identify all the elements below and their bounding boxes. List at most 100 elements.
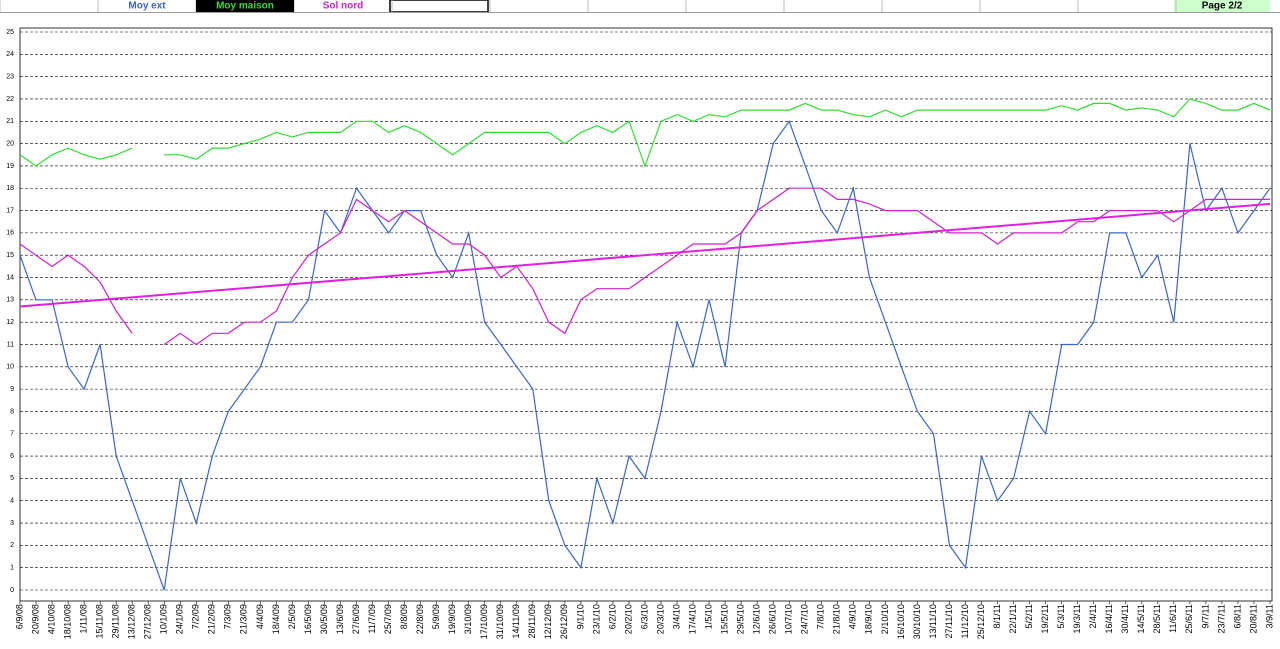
y-tick-label: 21 <box>6 118 14 125</box>
y-tick-label: 17 <box>6 207 14 214</box>
x-tick-label: 14/11/09 <box>511 604 521 638</box>
x-tick-label: 30/4/11 <box>1120 604 1130 633</box>
x-tick-label: 11/6/11 <box>1168 604 1178 633</box>
x-tick-label: 27/11/10 <box>944 604 954 638</box>
legend-label: Moy maison <box>216 1 274 12</box>
x-tick-label: 27/6/09 <box>351 604 361 634</box>
legend-label: Sol nord <box>323 1 364 12</box>
x-tick-label: 25/7/09 <box>383 604 393 634</box>
x-tick-label: 17/4/10 <box>687 604 697 634</box>
plot-frame <box>19 27 1273 602</box>
x-tick-label: 5/3/11 <box>1056 604 1066 628</box>
x-tick-label: 12/6/10 <box>752 604 762 634</box>
x-tick-label: 15/11/08 <box>95 604 105 638</box>
header-bar <box>0 0 1280 13</box>
x-tick-label: 22/1/11 <box>1008 604 1018 633</box>
y-tick-label: 12 <box>6 319 14 326</box>
x-tick-label: 12/12/09 <box>543 604 553 639</box>
y-tick-label: 10 <box>6 364 14 371</box>
x-tick-label: 2/10/10 <box>880 604 890 634</box>
x-tick-label: 6/9/08 <box>14 604 24 629</box>
y-tick-label: 20 <box>6 140 14 147</box>
x-tick-label: 16/10/10 <box>896 604 906 639</box>
x-tick-label: 4/4/09 <box>255 604 265 629</box>
x-tick-label: 3/4/10 <box>671 604 681 629</box>
x-tick-label: 21/8/10 <box>832 604 842 634</box>
x-tick-label: 13/11/10 <box>928 604 938 638</box>
y-tick-label: 2 <box>10 542 14 549</box>
x-tick-label: 16/4/11 <box>1104 604 1114 633</box>
x-tick-label: 20/9/08 <box>30 604 40 634</box>
y-tick-label: 18 <box>6 185 14 192</box>
series-line <box>19 98 1271 168</box>
legend-cell <box>196 0 294 12</box>
y-tick-label: 24 <box>6 51 14 58</box>
y-tick-label: 7 <box>10 431 14 438</box>
x-tick-label: 19/2/11 <box>1040 604 1050 633</box>
x-tick-label: 13/6/09 <box>335 604 345 634</box>
x-tick-label: 27/12/08 <box>143 604 153 639</box>
y-tick-label: 19 <box>6 163 14 170</box>
x-tick-label: 14/5/11 <box>1136 604 1146 633</box>
x-tick-label: 26/6/10 <box>768 604 778 634</box>
x-tick-label: 25/12/10 <box>976 604 986 639</box>
x-tick-label: 7/2/09 <box>191 604 201 629</box>
x-tick-label: 1/11/08 <box>78 604 88 633</box>
x-tick-label: 9/1/10 <box>575 604 585 629</box>
x-tick-label: 6/3/10 <box>639 604 649 629</box>
x-tick-label: 10/1/09 <box>159 604 169 634</box>
y-tick-label: 14 <box>6 274 14 281</box>
x-tick-label: 5/2/11 <box>1024 604 1034 628</box>
x-tick-label: 18/9/10 <box>864 604 874 634</box>
x-tick-label: 11/12/10 <box>960 604 970 638</box>
x-tick-label: 3/10/09 <box>463 604 473 634</box>
y-tick-label: 9 <box>10 386 14 393</box>
x-tick-label: 3/9/11 <box>1264 604 1274 628</box>
x-tick-label: 21/2/09 <box>207 604 217 634</box>
y-tick-label: 23 <box>6 73 14 80</box>
y-tick-label: 8 <box>10 408 14 415</box>
y-tick-label: 11 <box>7 341 14 348</box>
x-tick-label: 19/9/09 <box>447 604 457 634</box>
x-tick-label: 22/8/09 <box>415 604 425 634</box>
y-tick-label: 16 <box>6 230 14 237</box>
x-tick-label: 11/7/09 <box>367 604 377 633</box>
x-tick-label: 16/5/09 <box>303 604 313 634</box>
page-label: Page 2/2 <box>1202 1 1243 12</box>
page-cell <box>1174 0 1270 12</box>
x-tick-label: 25/6/11 <box>1184 604 1194 633</box>
x-tick-label: 24/1/09 <box>175 604 185 634</box>
x-tick-label: 21/3/09 <box>239 604 249 634</box>
x-tick-label: 6/2/10 <box>607 604 617 629</box>
x-tick-label: 9/7/11 <box>1200 604 1210 628</box>
y-tick-label: 22 <box>6 96 14 103</box>
x-tick-label: 18/4/09 <box>271 604 281 634</box>
x-tick-label: 26/12/09 <box>559 604 569 639</box>
x-tick-label: 23/7/11 <box>1216 604 1226 633</box>
x-tick-label: 28/5/11 <box>1152 604 1162 633</box>
x-tick-label: 13/12/08 <box>127 604 137 639</box>
y-tick-label: 3 <box>10 520 14 527</box>
x-tick-label: 8/1/11 <box>992 604 1002 628</box>
x-tick-label: 31/10/09 <box>495 604 505 639</box>
x-tick-label: 2/4/11 <box>1088 604 1098 628</box>
x-tick-label: 5/9/09 <box>431 604 441 629</box>
x-tick-label: 8/8/09 <box>399 604 409 629</box>
x-tick-label: 18/10/08 <box>62 604 72 639</box>
series-line <box>19 120 1271 591</box>
y-tick-label: 4 <box>10 498 14 505</box>
x-tick-label: 28/11/09 <box>527 604 537 638</box>
y-tick-label: 6 <box>10 453 14 460</box>
x-tick-label: 20/3/10 <box>655 604 665 634</box>
x-tick-label: 20/8/11 <box>1248 604 1258 633</box>
y-tick-label: 0 <box>10 587 14 594</box>
y-tick-label: 25 <box>6 29 14 36</box>
x-tick-label: 29/5/10 <box>736 604 746 634</box>
series-line <box>19 187 1270 346</box>
x-tick-label: 30/10/10 <box>912 604 922 639</box>
x-tick-label: 7/3/09 <box>223 604 233 629</box>
x-tick-label: 17/10/09 <box>479 604 489 639</box>
legend-label: Moy ext <box>128 1 166 12</box>
